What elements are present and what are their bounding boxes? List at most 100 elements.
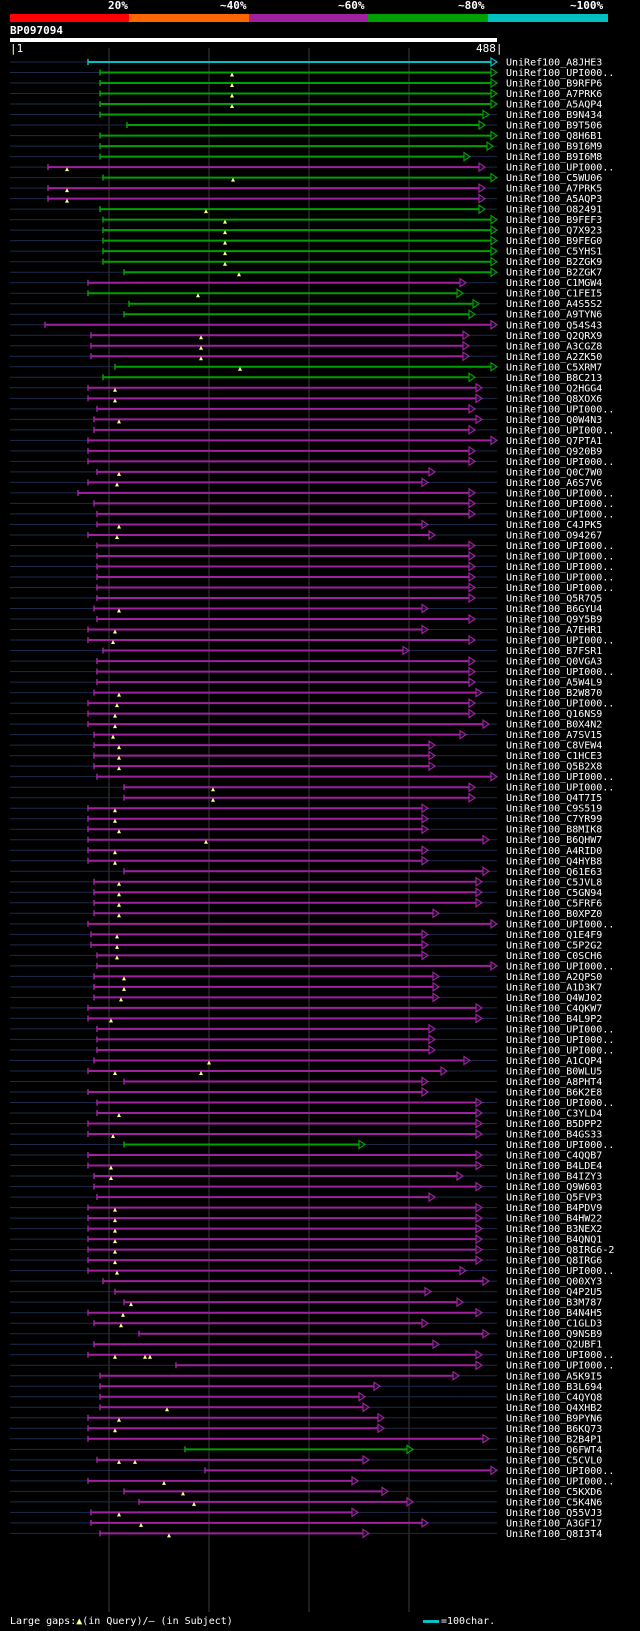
hit-end-arrow <box>377 1423 386 1434</box>
gap-triangle-icon <box>113 724 117 729</box>
hit-end-arrow <box>428 466 437 478</box>
query-end-label: 488| <box>476 42 503 55</box>
gap-triangle-icon <box>230 83 234 88</box>
hit-end-arrow <box>478 119 487 131</box>
hit-end-arrow <box>462 340 471 351</box>
hit-label: UniRef100_Q8I3T4 <box>506 1529 602 1540</box>
gap-triangle-icon <box>117 471 121 476</box>
hit-end-arrow <box>432 1339 441 1350</box>
hit-label: UniRef100_Q0VGA3 <box>506 657 602 668</box>
gap-triangle-icon <box>113 1354 117 1359</box>
hit-end-arrow <box>468 561 477 572</box>
hit-label: UniRef100_Q2QRX9 <box>506 331 602 342</box>
hit-label: UniRef100_B4GS33 <box>506 1130 602 1141</box>
hit-label: UniRef100_C5FRF6 <box>506 898 602 909</box>
hit-label: UniRef100_UPI000.. <box>506 699 614 710</box>
hit-label: UniRef100_A2ZK50 <box>506 352 602 363</box>
hit-label: UniRef100_B0XPZ0 <box>506 909 602 920</box>
hit-label: UniRef100_Q9NSB9 <box>506 1329 602 1340</box>
hit-label: UniRef100_A7EHR1 <box>506 625 602 636</box>
query-start-label: |1 <box>10 42 24 55</box>
hit-end-arrow <box>475 1202 484 1213</box>
hit-end-arrow <box>406 1496 415 1507</box>
hit-label: UniRef100_C9S519 <box>506 804 602 815</box>
hit-end-arrow <box>490 435 499 446</box>
legend-label: 20% <box>108 0 128 12</box>
gap-triangle-icon <box>237 272 241 277</box>
hit-label: UniRef100_C1FEI5 <box>506 289 602 300</box>
hit-label: UniRef100_B9I6M8 <box>506 152 602 163</box>
hit-label: UniRef100_UPI000.. <box>506 783 614 794</box>
gap-triangle-icon <box>113 1428 117 1433</box>
gap-triangle-icon <box>117 745 121 750</box>
hit-label: UniRef100_B5DPP2 <box>506 1119 602 1130</box>
hit-label: UniRef100_Q2UBF1 <box>506 1340 602 1351</box>
hit-end-arrow <box>459 729 468 740</box>
gap-triangle-icon <box>117 1417 121 1422</box>
hit-end-arrow <box>421 519 430 530</box>
gap-triangle-icon <box>117 913 121 918</box>
gap-triangle-icon <box>139 1522 143 1527</box>
hit-end-arrow <box>468 582 477 593</box>
gap-triangle-icon <box>199 335 203 340</box>
hit-label: UniRef100_UPI000.. <box>506 509 614 520</box>
hit-end-arrow <box>421 1517 430 1529</box>
legend-label: ~60% <box>338 0 365 12</box>
gap-triangle-icon <box>223 261 227 266</box>
gap-triangle-icon <box>113 850 117 855</box>
hit-end-arrow <box>428 529 437 541</box>
hit-label: UniRef100_Q1E4F9 <box>506 930 602 941</box>
hit-end-arrow <box>490 235 499 246</box>
hit-label: UniRef100_C4JPK5 <box>506 520 602 531</box>
hit-label: UniRef100_A1D3K7 <box>506 982 602 993</box>
gap-triangle-icon <box>65 167 69 172</box>
hit-label: UniRef100_UPI000.. <box>506 1098 614 1109</box>
hit-label: UniRef100_C5K4N6 <box>506 1497 602 1508</box>
gap-triangle-icon <box>115 955 119 960</box>
hit-end-arrow <box>490 77 499 89</box>
hit-label: UniRef100_C8VEW4 <box>506 741 602 752</box>
hit-end-arrow <box>468 424 477 435</box>
hit-label: UniRef100_B4LDE4 <box>506 1161 602 1172</box>
gap-triangle-icon <box>162 1480 166 1485</box>
gap-triangle-icon <box>113 1070 117 1075</box>
hit-label: UniRef100_Q16NS9 <box>506 709 602 720</box>
gap-triangle-icon <box>117 1113 121 1117</box>
hit-label: UniRef100_UPI000.. <box>506 667 614 678</box>
hit-label: UniRef100_B9I6M9 <box>506 142 602 153</box>
hit-label: UniRef100_B0WLU5 <box>506 1066 602 1077</box>
gap-triangle-icon <box>119 997 123 1002</box>
hit-label: UniRef100_Q9Y5B9 <box>506 615 602 626</box>
hit-end-arrow <box>490 88 499 99</box>
hit-label: UniRef100_C5GN94 <box>506 888 602 899</box>
hit-label: UniRef100_UPI000.. <box>506 404 614 415</box>
hit-label: UniRef100_B3L694 <box>506 1382 602 1393</box>
hit-end-arrow <box>468 372 477 383</box>
hit-end-arrow <box>421 1076 430 1087</box>
gap-triangle-icon <box>113 629 117 634</box>
hit-label: UniRef100_C1GLD3 <box>506 1319 602 1330</box>
hit-label: UniRef100_C5KXD6 <box>506 1487 602 1498</box>
gap-triangle-icon <box>113 387 117 392</box>
hit-end-arrow <box>421 813 430 824</box>
hit-label: UniRef100_Q8IRG6 <box>506 1256 602 1267</box>
hit-label: UniRef100_Q00XY3 <box>506 1277 602 1288</box>
hit-end-arrow <box>468 613 477 625</box>
hit-label: UniRef100_B4QNQ1 <box>506 1235 602 1246</box>
hit-end-arrow <box>475 897 484 908</box>
hit-end-arrow <box>475 876 484 887</box>
gap-triangle-icon <box>113 808 117 813</box>
gap-triangle-icon <box>238 366 242 371</box>
hit-end-arrow <box>421 824 430 835</box>
hit-end-arrow <box>475 1349 484 1360</box>
gap-triangle-icon <box>181 1491 185 1496</box>
gap-triangle-icon <box>113 860 117 865</box>
hit-end-arrow <box>468 666 477 677</box>
hit-label: UniRef100_Q0W4N3 <box>506 415 602 426</box>
hit-end-arrow <box>475 1223 484 1234</box>
gap-triangle-icon <box>111 1134 115 1139</box>
gap-triangle-icon <box>111 640 115 645</box>
hit-label: UniRef100_UPI000.. <box>506 636 614 647</box>
hit-label: UniRef100_Q4T7I5 <box>506 793 602 804</box>
